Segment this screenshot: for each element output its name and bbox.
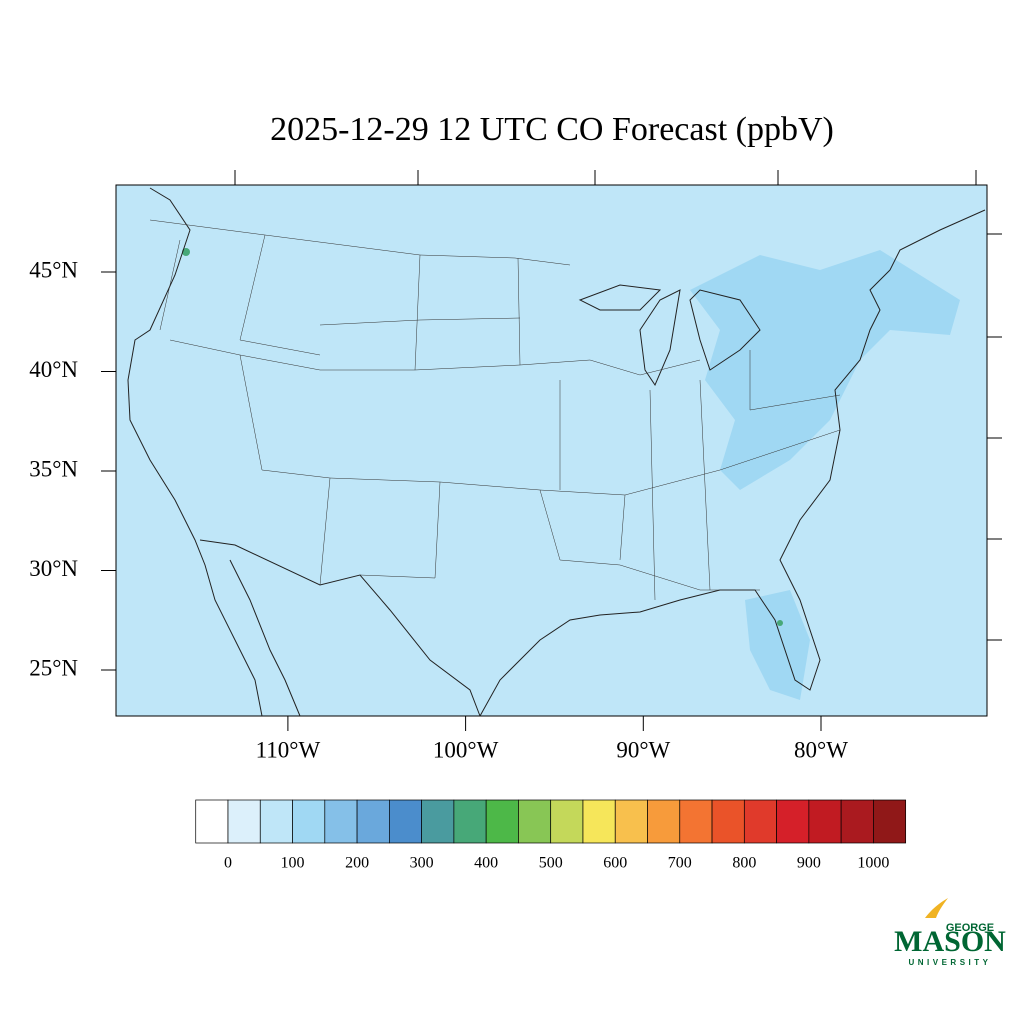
lat-label: 45°N: [29, 257, 78, 282]
colorbar-box: [550, 799, 584, 844]
co-hotspot: [777, 620, 783, 626]
lon-label: 90°W: [616, 737, 670, 762]
lon-label: 80°W: [794, 737, 848, 762]
colorbar-label: 700: [668, 855, 692, 872]
colorbar-box: [614, 799, 648, 844]
colorbar-box: [356, 799, 390, 844]
lon-label: 110°W: [256, 737, 321, 762]
colorbar-label: 300: [410, 855, 434, 872]
colorbar-box: [389, 799, 422, 844]
logo-main: MASON: [894, 925, 1006, 958]
borders: [149, 219, 841, 601]
colorbar-box: [195, 799, 229, 844]
colorbar-box: [647, 799, 681, 844]
colorbar-label: 1000: [857, 855, 889, 872]
colorbar-box: [518, 799, 552, 844]
colorbar-box: [873, 799, 907, 844]
colorbar-box: [582, 799, 616, 844]
colorbar-label: 600: [603, 855, 627, 872]
colorbar-label: 500: [539, 855, 563, 872]
logo: GEORGE MASON UNIVERSITY: [894, 898, 1006, 967]
co-hotspot: [182, 248, 190, 256]
colorbar-label: 100: [281, 855, 305, 872]
colorbar-label: 900: [797, 855, 821, 872]
lat-label: 30°N: [29, 556, 78, 581]
colorbar-label: 800: [732, 855, 756, 872]
lat-label: 40°N: [29, 357, 78, 382]
colorbar-box: [259, 799, 293, 844]
lat-label: 25°N: [29, 655, 78, 680]
logo-mark: [925, 898, 948, 918]
colorbar-box: [743, 799, 777, 844]
lat-label: 35°N: [29, 456, 78, 481]
co-patch: [745, 590, 810, 700]
colorbar-box: [776, 799, 810, 844]
colorbar-box: [453, 799, 487, 844]
co-patch: [740, 290, 860, 430]
colorbar-label: 200: [345, 855, 369, 872]
colorbar-box: [292, 799, 326, 844]
colorbar-label: 400: [474, 855, 498, 872]
logo-bottom: UNIVERSITY: [908, 958, 991, 967]
map: [115, 170, 1002, 717]
map-title: 2025-12-29 12 UTC CO Forecast (ppbV): [270, 111, 834, 148]
colorbar-box: [840, 799, 874, 844]
colorbar-box: [421, 799, 455, 844]
colorbar-box: [808, 799, 842, 844]
colorbar-box: [485, 799, 519, 844]
colorbar-box: [324, 799, 358, 844]
lon-label: 100°W: [433, 737, 499, 762]
colorbar-box: [711, 799, 745, 844]
logo-top: GEORGE: [946, 922, 994, 934]
frame-ticks: [234, 170, 1002, 641]
colorbar-label: 0: [224, 855, 232, 872]
colorbar-box: [679, 799, 713, 844]
coastline: [127, 187, 986, 717]
colorbar-box: [227, 799, 261, 844]
